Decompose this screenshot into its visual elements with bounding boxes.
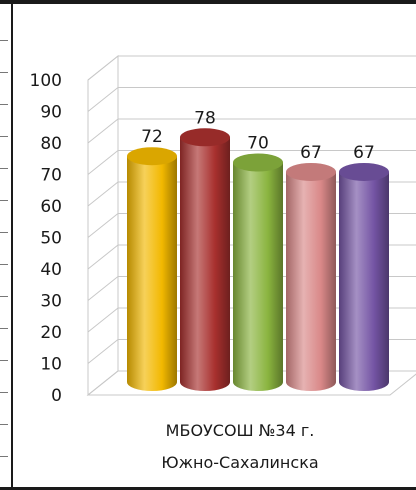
left-edge-mark [0, 264, 8, 265]
bar-5 [339, 162, 389, 391]
bar-2 [180, 128, 230, 391]
category-label-line-1: МБОУСОШ №34 г. [165, 421, 315, 440]
bar-3 [233, 153, 283, 391]
y-tick-label: 30 [40, 292, 62, 312]
gridline [87, 150, 416, 175]
bar-body [180, 137, 230, 391]
frame-bottom-border [0, 487, 416, 490]
data-label: 67 [353, 143, 375, 163]
left-edge-mark [0, 232, 8, 233]
left-edge-mark [0, 200, 8, 201]
y-tick-label: 100 [30, 71, 62, 91]
y-tick-label: 40 [40, 260, 62, 280]
frame-top-border [0, 0, 416, 4]
frame-left-border [11, 0, 13, 490]
bar-body [286, 171, 336, 391]
data-label: 72 [141, 127, 163, 147]
data-label: 67 [300, 143, 322, 163]
bar-1 [127, 147, 177, 391]
y-tick-label: 60 [40, 197, 62, 217]
left-edge-mark [0, 40, 8, 41]
bar-body [339, 171, 389, 391]
left-edge-mark [0, 104, 8, 105]
left-edge-mark [0, 296, 8, 297]
data-label: 78 [194, 108, 216, 128]
category-label-line-2: Южно-Сахалинска [161, 453, 319, 472]
left-edge-mark [0, 72, 8, 73]
y-axis: 0 10 20 30 40 50 60 70 80 90 100 [30, 71, 62, 406]
left-edge-mark [0, 392, 8, 393]
left-edge-mark [0, 360, 8, 361]
bars [127, 128, 389, 391]
left-edge-mark [0, 328, 8, 329]
bar-top [339, 162, 389, 181]
bar-top [286, 162, 336, 181]
y-tick-label: 20 [40, 323, 62, 343]
bar-top [127, 147, 177, 166]
bar-top [233, 153, 283, 172]
bar-body [233, 162, 283, 391]
bar-body [127, 156, 177, 391]
y-tick-label: 90 [40, 103, 62, 123]
y-tick-label: 70 [40, 166, 62, 186]
gridline [87, 87, 416, 112]
left-edge-mark [0, 168, 8, 169]
bar-4 [286, 162, 336, 391]
y-tick-label: 50 [40, 229, 62, 249]
gridline [87, 118, 416, 144]
y-tick-label: 10 [40, 355, 62, 375]
y-tick-label: 0 [51, 386, 62, 406]
gridline [87, 55, 416, 81]
left-edge-mark [0, 424, 8, 425]
left-edge-mark [0, 136, 8, 137]
bar-top [180, 128, 230, 147]
data-label: 70 [247, 134, 269, 154]
data-labels: 72 78 70 67 67 [141, 108, 375, 163]
left-edge-mark [0, 456, 8, 457]
y-tick-label: 80 [40, 134, 62, 154]
